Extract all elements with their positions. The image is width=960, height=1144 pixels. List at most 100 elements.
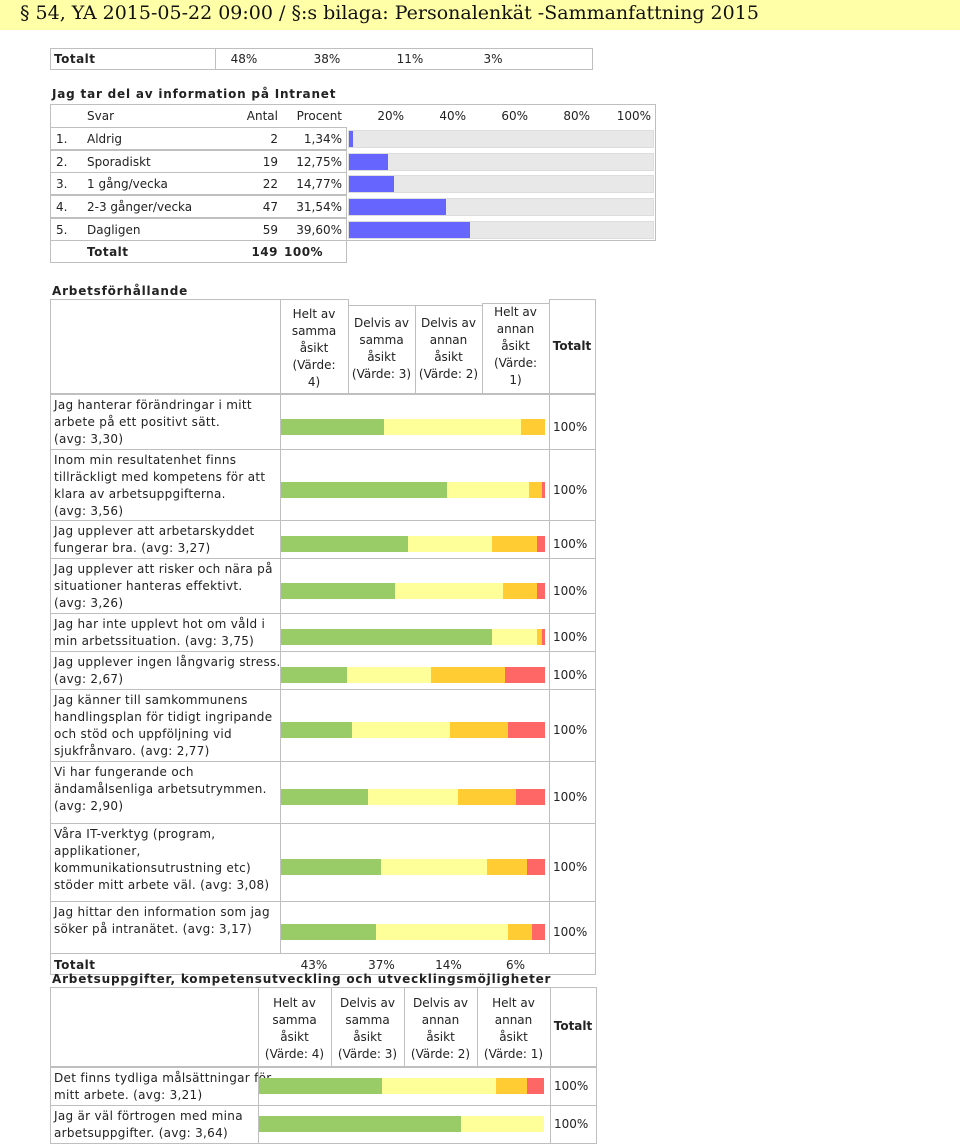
question-text: Jag har inte upplevt hot om våld i min ar… <box>54 616 278 650</box>
percent-bar-track <box>348 221 654 239</box>
question-text: Jag upplever att arbetarskyddet fungerar … <box>54 523 278 557</box>
stacked-bar <box>281 667 545 683</box>
row-procent: 31,54% <box>296 200 342 214</box>
row-procent: 12,75% <box>296 155 342 169</box>
question-text: Jag hittar den information som jag söker … <box>54 904 278 938</box>
question-line: Jag hanterar förändringar i mitt <box>54 398 252 412</box>
question-line: kommunikationsutrustning etc) <box>54 861 251 875</box>
question-line: (avg: 3,30) <box>54 432 124 446</box>
question-line: (avg: 2,90) <box>54 799 124 813</box>
column-header: Helt av samma åsikt (Värde: 4) <box>258 995 331 1063</box>
column-header-line: annan <box>429 333 468 347</box>
row-antal: 47 <box>262 200 278 214</box>
bar-segment-helt-samma <box>281 667 347 683</box>
question-line: Jag är väl förtrogen med mina <box>54 1109 243 1123</box>
bar-segment-helt-annan <box>537 536 545 552</box>
bar-segment-helt-samma <box>259 1078 382 1094</box>
top-total-value: 48% <box>230 52 258 66</box>
column-header-line: (Värde: <box>493 356 538 370</box>
question-line: Jag känner till samkommunens <box>54 693 248 707</box>
bar-segment-delvis-samma <box>383 419 522 435</box>
row-total: 100% <box>553 860 588 874</box>
arbetsforhallande-title: Arbetsförhållande <box>52 284 189 298</box>
bar-segment-delvis-samma <box>407 536 493 552</box>
question-line: mitt arbete. (avg: 3,21) <box>54 1088 203 1102</box>
stacked-bar <box>281 629 545 645</box>
column-header-line: Helt av <box>292 307 336 321</box>
row-label: Sporadiskt <box>87 155 151 169</box>
question-text: Det finns tydliga målsättningar för mitt … <box>54 1070 271 1104</box>
bar-segment-delvis-samma <box>376 924 509 940</box>
row-total: 100% <box>553 584 588 598</box>
row-total: 100% <box>553 630 588 644</box>
column-header: Helt av annan åsikt (Värde: 1) <box>477 995 550 1063</box>
column-header-line: annan <box>421 1013 460 1027</box>
bar-segment-delvis-samma <box>394 583 503 599</box>
stacked-bar <box>281 859 545 875</box>
question-text: Jag upplever att risker och nära på situa… <box>54 561 278 612</box>
table-row <box>50 127 347 150</box>
bar-segment-delvis-annan <box>431 667 506 683</box>
row-total: 100% <box>553 723 588 737</box>
stacked-bar <box>281 583 545 599</box>
top-total-values-cell <box>215 48 593 70</box>
top-total-value: 11% <box>396 52 424 66</box>
bar-segment-delvis-annan <box>492 536 538 552</box>
column-header: Delvis av samma åsikt (Värde: 3) <box>348 315 415 383</box>
total-row-value: 14% <box>435 958 462 972</box>
question-line: Jag har inte upplevt hot om våld i <box>54 617 266 631</box>
column-header-line: åsikt <box>434 350 463 364</box>
total-row-label: Totalt <box>54 958 96 972</box>
total-row-value: 37% <box>368 958 395 972</box>
question-line: (avg: 2,67) <box>54 672 124 686</box>
bar-segment-helt-annan <box>526 1078 544 1094</box>
column-header-line: (Värde: <box>292 358 336 372</box>
bar-segment-delvis-annan <box>508 924 532 940</box>
row-number: 2. <box>56 155 68 169</box>
bar-segment-helt-samma <box>281 722 353 738</box>
row-total: 100% <box>553 790 588 804</box>
bar-segment-helt-samma <box>281 583 395 599</box>
intranet-total-cell <box>50 240 347 263</box>
bar-segment-helt-annan <box>542 482 545 498</box>
column-header-line: Helt av <box>494 305 537 319</box>
bar-segment-helt-annan <box>526 859 545 875</box>
row-total: 100% <box>553 537 588 551</box>
column-header-line: (Värde: 3) <box>351 367 412 381</box>
row-total: 100% <box>554 1117 589 1131</box>
bar-segment-delvis-annan <box>502 583 538 599</box>
page-title: § 54, YA 2015-05-22 09:00 / §:s bilaga: … <box>20 2 759 24</box>
total-header: Totalt <box>552 338 592 353</box>
column-header-line: annan <box>494 1013 533 1027</box>
column-header-line: Helt av <box>273 996 316 1010</box>
bar-segment-helt-annan <box>531 924 545 940</box>
bar-segment-delvis-annan <box>486 859 527 875</box>
question-line: sjukfrånvaro. (avg: 2,77) <box>54 744 210 758</box>
row-total: 100% <box>553 925 588 939</box>
column-header-line: åsikt <box>501 339 530 353</box>
row-label: Aldrig <box>87 132 123 146</box>
total-row <box>50 953 596 975</box>
row-antal: 22 <box>262 177 278 191</box>
col-head-procent: Procent <box>296 109 342 123</box>
question-line: söker på intranätet. (avg: 3,17) <box>54 922 252 936</box>
question-line: Inom min resultatenhet finns <box>54 453 237 467</box>
top-total-value: 38% <box>313 52 341 66</box>
column-header-line: (Värde: 2) <box>418 367 479 381</box>
row-antal: 19 <box>262 155 278 169</box>
column-header-line: samma <box>272 1013 317 1027</box>
stacked-bar <box>281 924 545 940</box>
bar-segment-helt-samma <box>281 536 408 552</box>
stacked-bar <box>259 1078 544 1094</box>
row-antal: 2 <box>270 132 278 146</box>
row-number: 5. <box>56 223 68 237</box>
column-header-line: samma <box>291 324 337 338</box>
question-line: situationer hanteras effektivt. <box>54 579 243 593</box>
table-row <box>50 172 347 195</box>
total-header-cell <box>550 987 597 1067</box>
column-header-line: åsikt <box>299 341 329 355</box>
intranet-total-antal: 149 <box>251 245 278 259</box>
question-header-cell <box>50 299 281 394</box>
row-total: 100% <box>553 668 588 682</box>
row-label: 2-3 gånger/vecka <box>87 200 193 214</box>
